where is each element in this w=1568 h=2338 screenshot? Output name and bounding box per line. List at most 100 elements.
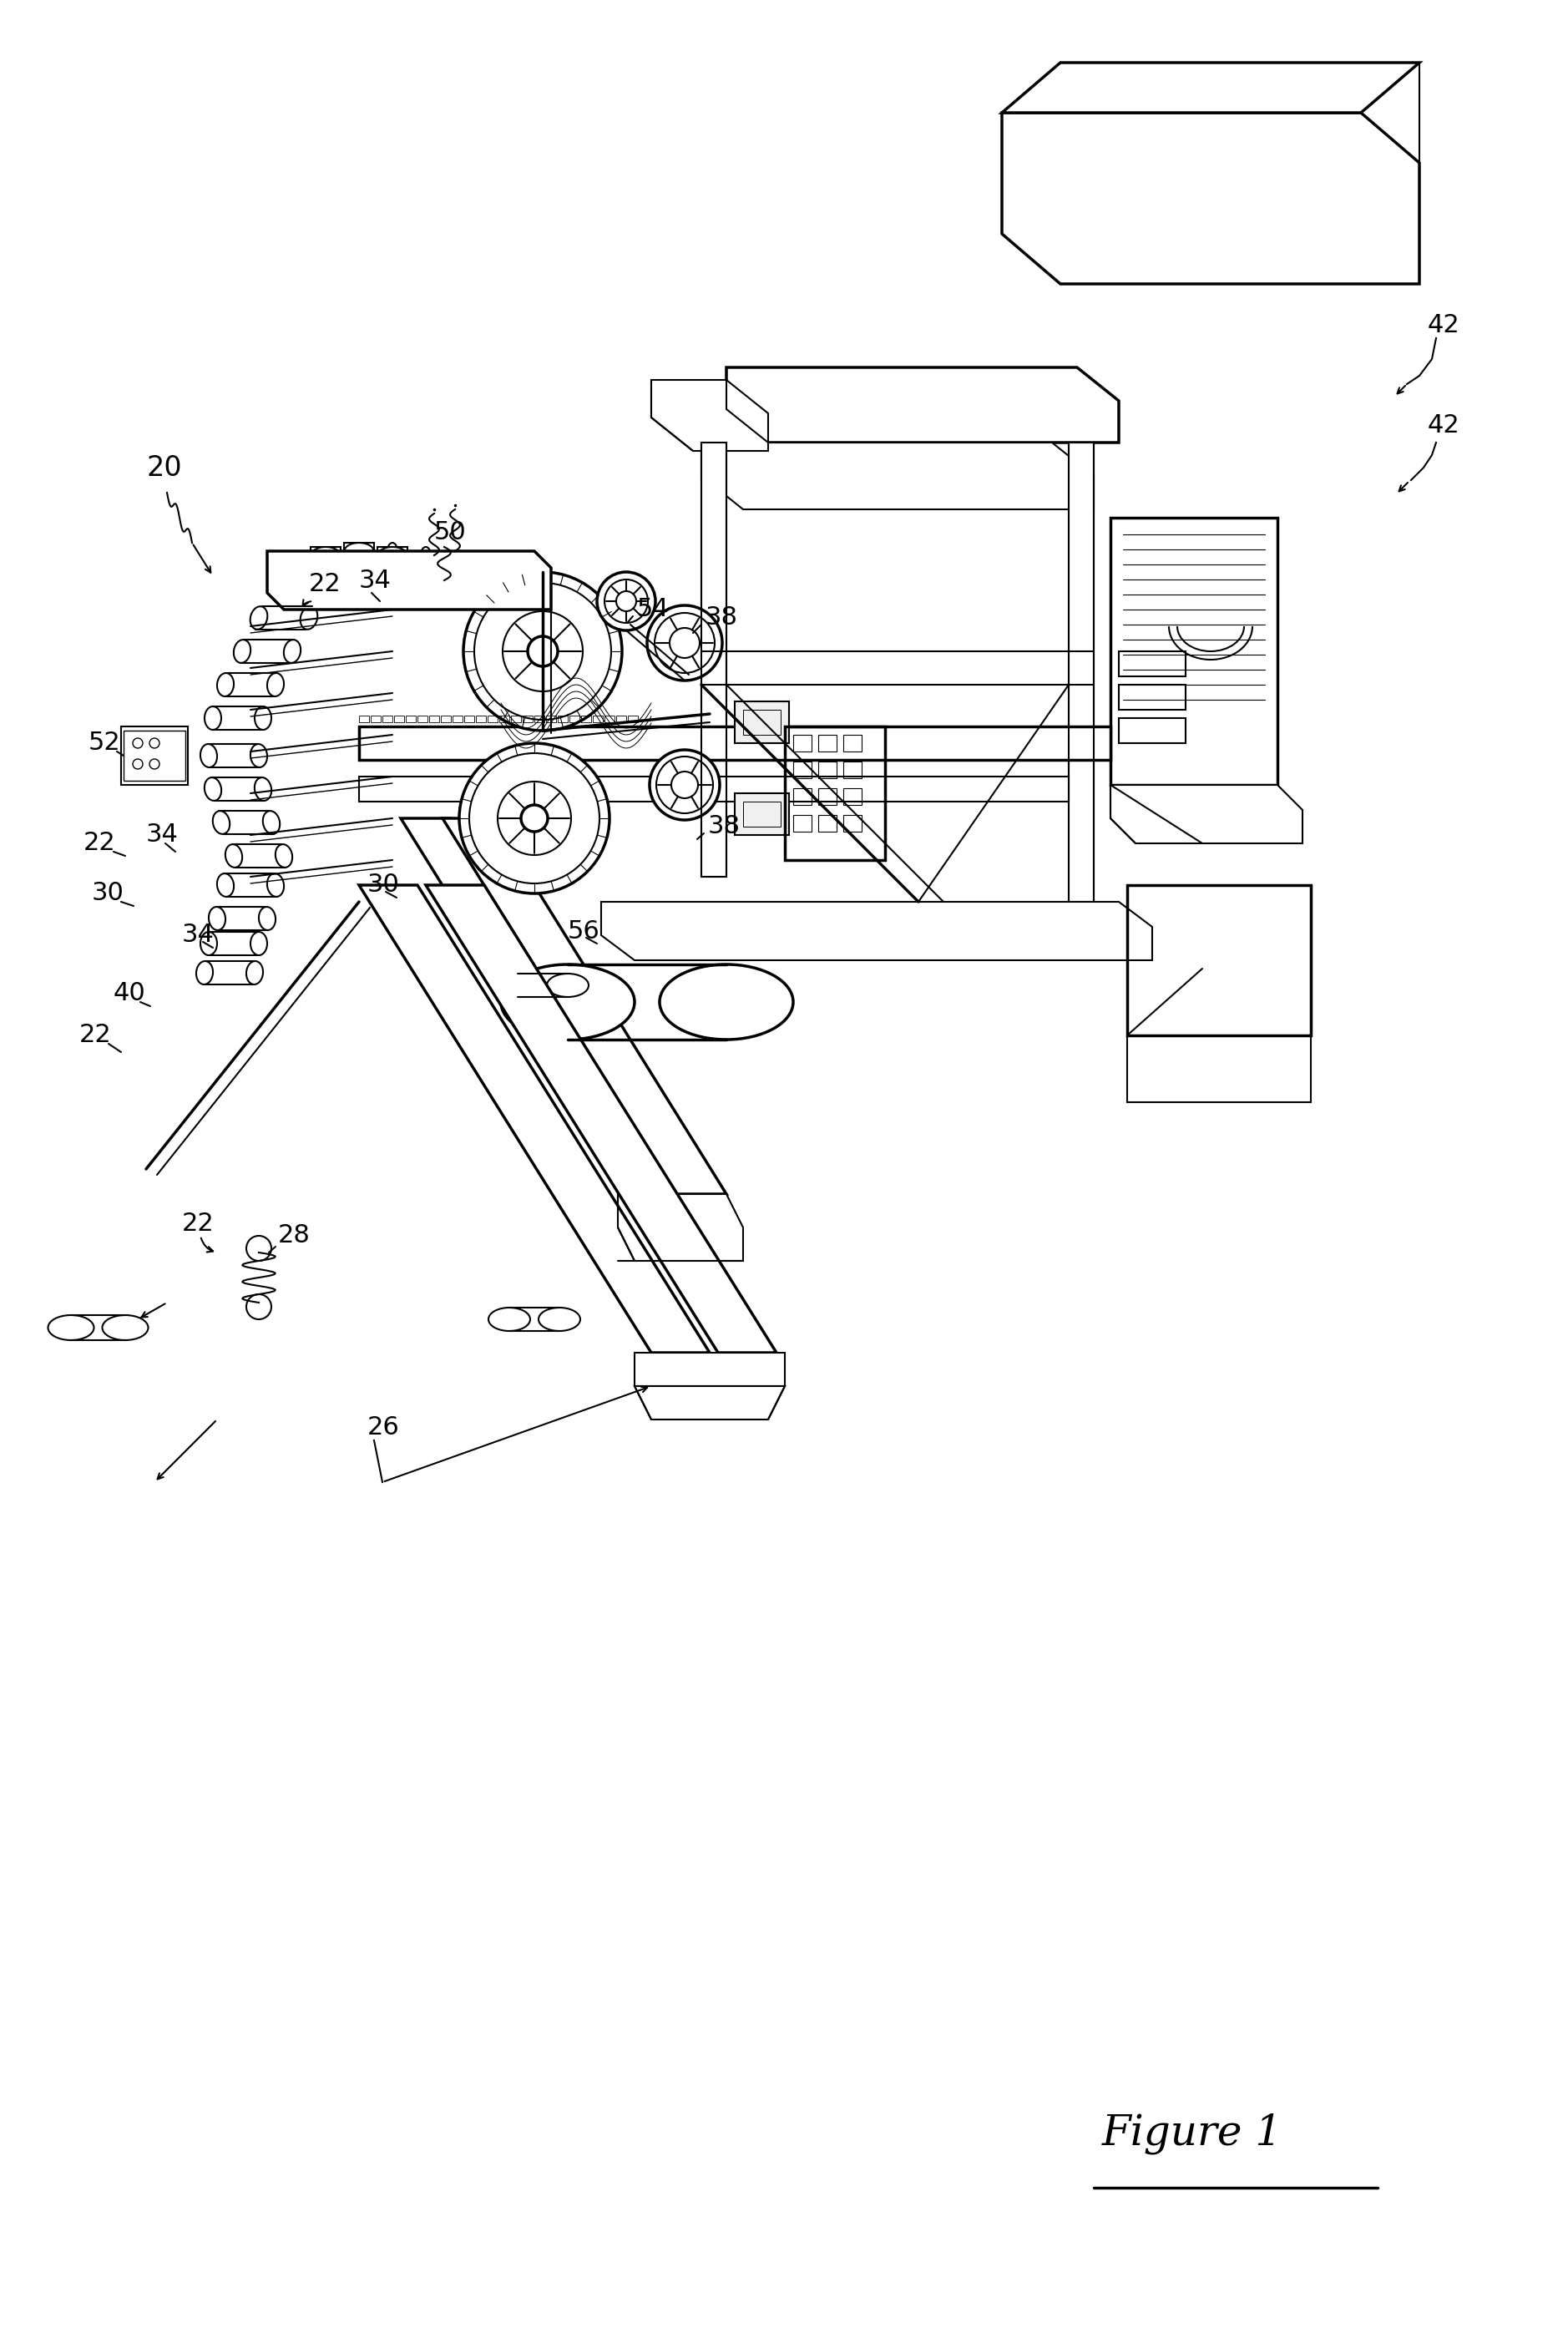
Ellipse shape	[216, 673, 234, 697]
Bar	[818, 788, 837, 804]
Bar	[453, 715, 463, 722]
Bar	[818, 734, 837, 750]
Bar	[268, 559, 299, 575]
Circle shape	[648, 606, 723, 680]
Bar	[793, 788, 812, 804]
Ellipse shape	[500, 963, 635, 1040]
Text: 34: 34	[182, 924, 215, 947]
Ellipse shape	[354, 547, 364, 563]
Bar	[310, 547, 340, 563]
Polygon shape	[701, 442, 726, 877]
Polygon shape	[726, 367, 1120, 442]
Bar	[394, 715, 405, 722]
Ellipse shape	[226, 844, 241, 867]
Ellipse shape	[251, 743, 267, 767]
Ellipse shape	[254, 706, 271, 729]
Ellipse shape	[345, 542, 373, 559]
Text: 22: 22	[309, 573, 342, 596]
Bar	[406, 715, 416, 722]
Bar	[743, 802, 781, 828]
Ellipse shape	[660, 963, 793, 1040]
Bar	[1120, 718, 1185, 743]
Ellipse shape	[301, 606, 318, 629]
Ellipse shape	[234, 641, 251, 664]
Bar	[464, 715, 474, 722]
Polygon shape	[1110, 786, 1303, 844]
Polygon shape	[442, 818, 726, 1195]
Bar	[499, 715, 510, 722]
Bar	[370, 715, 381, 722]
Bar	[378, 547, 408, 563]
Text: 38: 38	[706, 606, 739, 629]
Polygon shape	[601, 902, 1152, 961]
Ellipse shape	[259, 907, 276, 931]
Circle shape	[149, 739, 160, 748]
Ellipse shape	[254, 779, 271, 800]
Bar	[735, 793, 789, 835]
Circle shape	[670, 629, 699, 657]
Polygon shape	[1002, 63, 1419, 112]
Bar	[1120, 685, 1185, 711]
Polygon shape	[635, 1354, 786, 1386]
Polygon shape	[359, 727, 1110, 760]
Bar	[1127, 886, 1311, 1036]
Polygon shape	[401, 818, 685, 1195]
Circle shape	[133, 739, 143, 748]
Polygon shape	[1069, 442, 1094, 902]
Ellipse shape	[538, 1307, 580, 1330]
Bar	[343, 542, 375, 559]
Bar	[818, 816, 837, 832]
Polygon shape	[267, 552, 550, 610]
Text: 40: 40	[113, 982, 146, 1005]
Ellipse shape	[497, 973, 538, 996]
Circle shape	[521, 804, 547, 832]
Ellipse shape	[263, 811, 279, 835]
Bar	[546, 715, 557, 722]
Ellipse shape	[267, 874, 284, 898]
Ellipse shape	[489, 1307, 530, 1330]
Ellipse shape	[216, 874, 234, 898]
Bar	[582, 715, 591, 722]
Text: 30: 30	[93, 881, 124, 905]
Bar	[844, 762, 862, 779]
Bar	[569, 715, 580, 722]
Polygon shape	[359, 886, 710, 1354]
Circle shape	[459, 743, 610, 893]
Bar	[477, 715, 486, 722]
Bar	[1120, 652, 1185, 676]
Text: 22: 22	[182, 1211, 215, 1237]
Bar	[522, 715, 533, 722]
Bar	[627, 715, 638, 722]
Text: 52: 52	[88, 732, 121, 755]
Polygon shape	[701, 442, 1094, 510]
Polygon shape	[359, 776, 1069, 802]
Ellipse shape	[420, 547, 431, 563]
Circle shape	[616, 592, 637, 610]
Text: 34: 34	[146, 823, 179, 846]
Polygon shape	[1002, 112, 1419, 283]
Text: 42: 42	[1428, 414, 1460, 437]
Text: 26: 26	[367, 1417, 400, 1440]
Ellipse shape	[204, 779, 221, 800]
Ellipse shape	[270, 559, 298, 575]
Bar	[793, 816, 812, 832]
Text: 22: 22	[83, 832, 116, 856]
Bar	[1127, 1036, 1311, 1101]
Ellipse shape	[267, 673, 284, 697]
Bar	[488, 715, 497, 722]
Ellipse shape	[209, 907, 226, 931]
Ellipse shape	[49, 1314, 94, 1340]
Bar	[743, 711, 781, 734]
Circle shape	[246, 1295, 271, 1319]
Text: 50: 50	[434, 521, 467, 545]
Bar	[616, 715, 626, 722]
Circle shape	[657, 758, 713, 814]
Bar	[359, 715, 368, 722]
Text: 28: 28	[278, 1223, 310, 1248]
Ellipse shape	[196, 961, 213, 984]
Circle shape	[597, 573, 655, 631]
Text: Figure 1: Figure 1	[1102, 2114, 1283, 2153]
Bar	[124, 729, 185, 781]
Bar	[535, 715, 544, 722]
Ellipse shape	[102, 1314, 149, 1340]
